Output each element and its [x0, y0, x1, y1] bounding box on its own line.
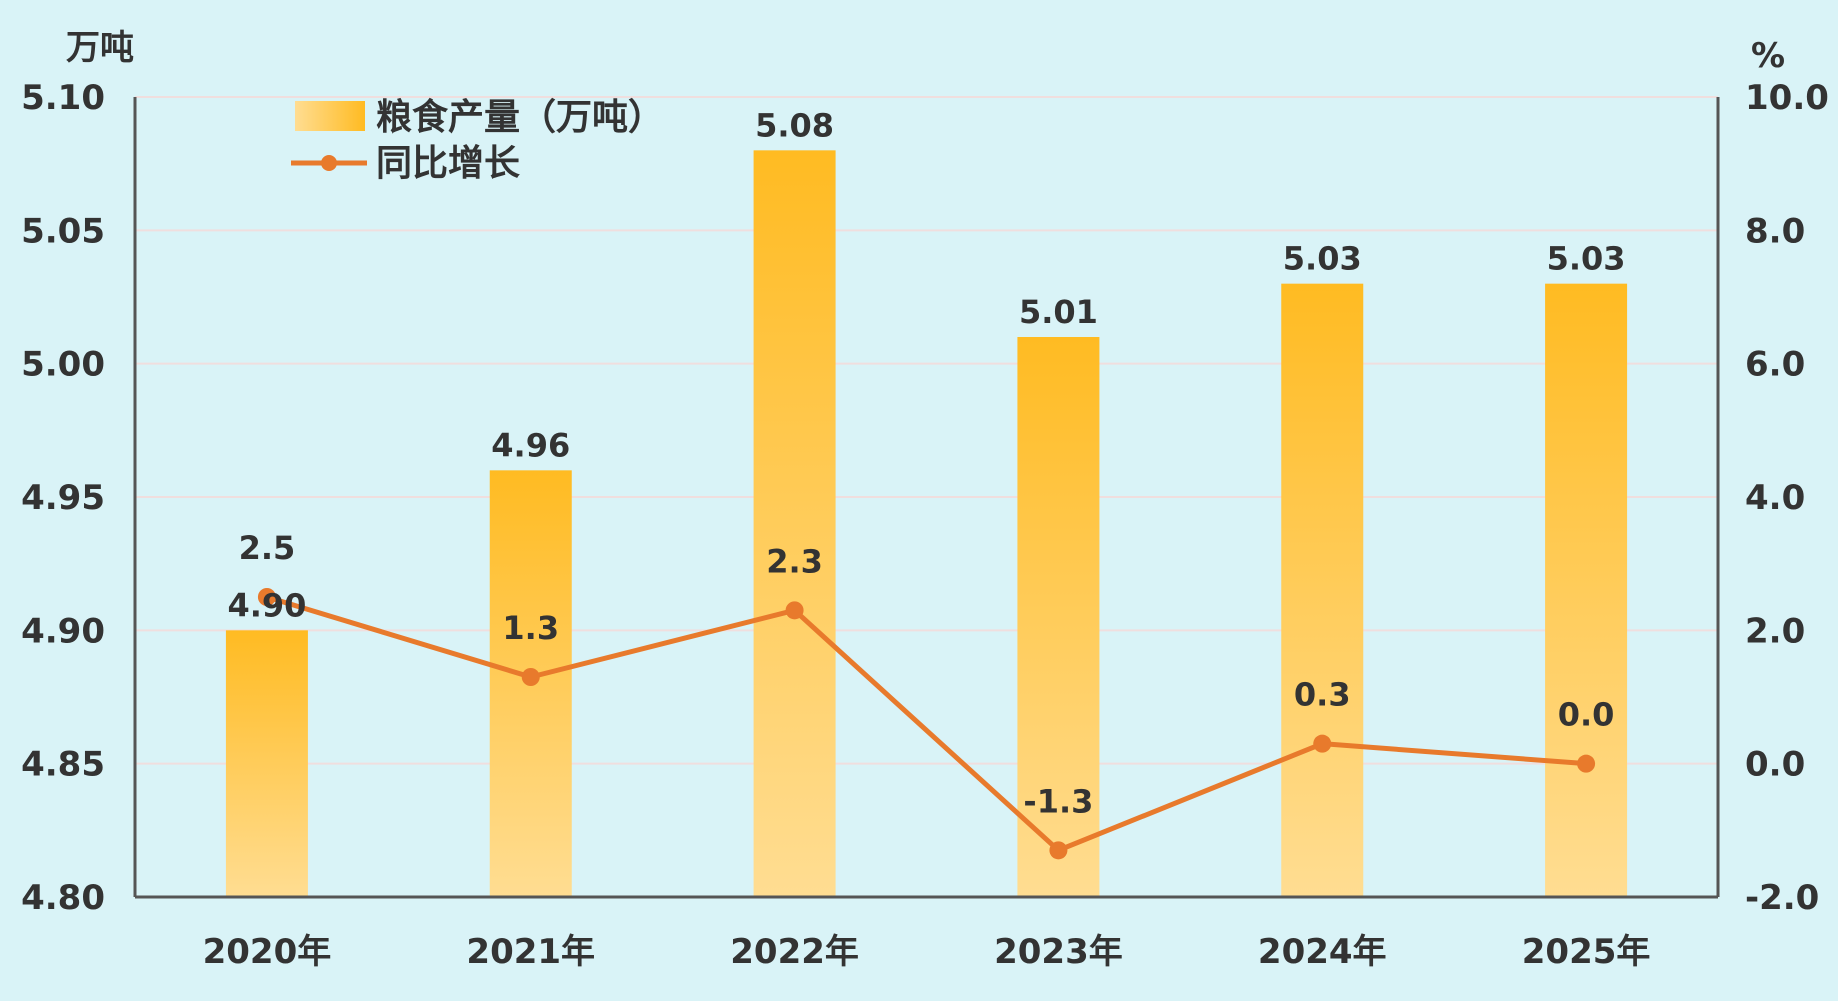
- bar-value-label: 5.03: [1283, 240, 1362, 278]
- legend-line-label: 同比增长: [376, 143, 520, 184]
- axes: 4.80 4.85 4.90 4.95 5.00 5.05 5.10 -2.0 0.0 2.0 4.…: [21, 78, 1829, 972]
- right-tick-label: 2.0: [1745, 611, 1805, 651]
- bar-value-label: 5.01: [1019, 293, 1098, 331]
- x-tick-label: 2022年: [730, 932, 859, 972]
- x-tick-label: 2023年: [994, 932, 1123, 972]
- left-tick-label: 4.85: [21, 745, 105, 785]
- growth-line: [266, 594, 1587, 853]
- growth-value-label: 2.5: [239, 529, 296, 567]
- growth-point: [1577, 754, 1596, 773]
- x-tick-label: 2020年: [203, 932, 332, 972]
- legend-bar-swatch: [295, 101, 365, 131]
- legend: 粮食产量（万吨） 同比增长: [291, 97, 664, 184]
- bar: [1017, 337, 1100, 897]
- bar: [1281, 283, 1364, 898]
- growth-value-label: 1.3: [502, 609, 559, 647]
- right-tick-label: 10.0: [1745, 78, 1829, 118]
- bar: [1545, 283, 1628, 898]
- left-tick-label: 5.00: [21, 345, 105, 385]
- right-tick-label: -2.0: [1745, 878, 1819, 918]
- right-tick-label: 0.0: [1745, 745, 1805, 785]
- growth-point: [785, 601, 804, 620]
- right-tick-label: 4.0: [1745, 478, 1805, 518]
- right-tick-label: 8.0: [1745, 211, 1805, 251]
- bar-value-label: 5.03: [1547, 240, 1626, 278]
- left-axis-unit: 万吨: [66, 28, 134, 68]
- legend-line-marker: [321, 155, 337, 171]
- bar-value-label: 4.90: [227, 586, 306, 624]
- bar: [225, 630, 308, 897]
- bar-value-label: 5.08: [755, 106, 834, 144]
- data-labels: 4.90 4.96 5.08 5.01 5.03 5.03 2.5 1.3 2.3 -1.3 0.3…: [227, 106, 1625, 820]
- growth-value-label: 0.3: [1294, 676, 1351, 714]
- growth-point: [1313, 734, 1332, 753]
- left-tick-label: 4.95: [21, 478, 105, 518]
- growth-value-label: -1.3: [1023, 782, 1093, 820]
- right-axis-unit: %: [1751, 36, 1785, 76]
- growth-point: [1049, 841, 1068, 860]
- growth-point: [521, 668, 540, 686]
- left-tick-label: 4.80: [21, 878, 105, 918]
- growth-value-label: 2.3: [766, 542, 823, 580]
- gridlines: [135, 96, 1718, 765]
- bar: [753, 150, 836, 898]
- left-tick-label: 5.05: [21, 211, 105, 251]
- left-tick-label: 4.90: [21, 611, 105, 651]
- x-tick-label: 2025年: [1522, 932, 1651, 972]
- legend-bar-label: 粮食产量（万吨）: [376, 97, 664, 138]
- x-tick-label: 2024年: [1258, 932, 1387, 972]
- x-tick-label: 2021年: [466, 932, 595, 972]
- left-tick-label: 5.10: [21, 78, 105, 118]
- growth-point: [257, 588, 276, 606]
- growth-value-label: 0.0: [1558, 696, 1615, 734]
- bar-value-label: 4.96: [491, 426, 570, 464]
- right-tick-label: 6.0: [1745, 345, 1805, 385]
- line-series: [257, 588, 1596, 860]
